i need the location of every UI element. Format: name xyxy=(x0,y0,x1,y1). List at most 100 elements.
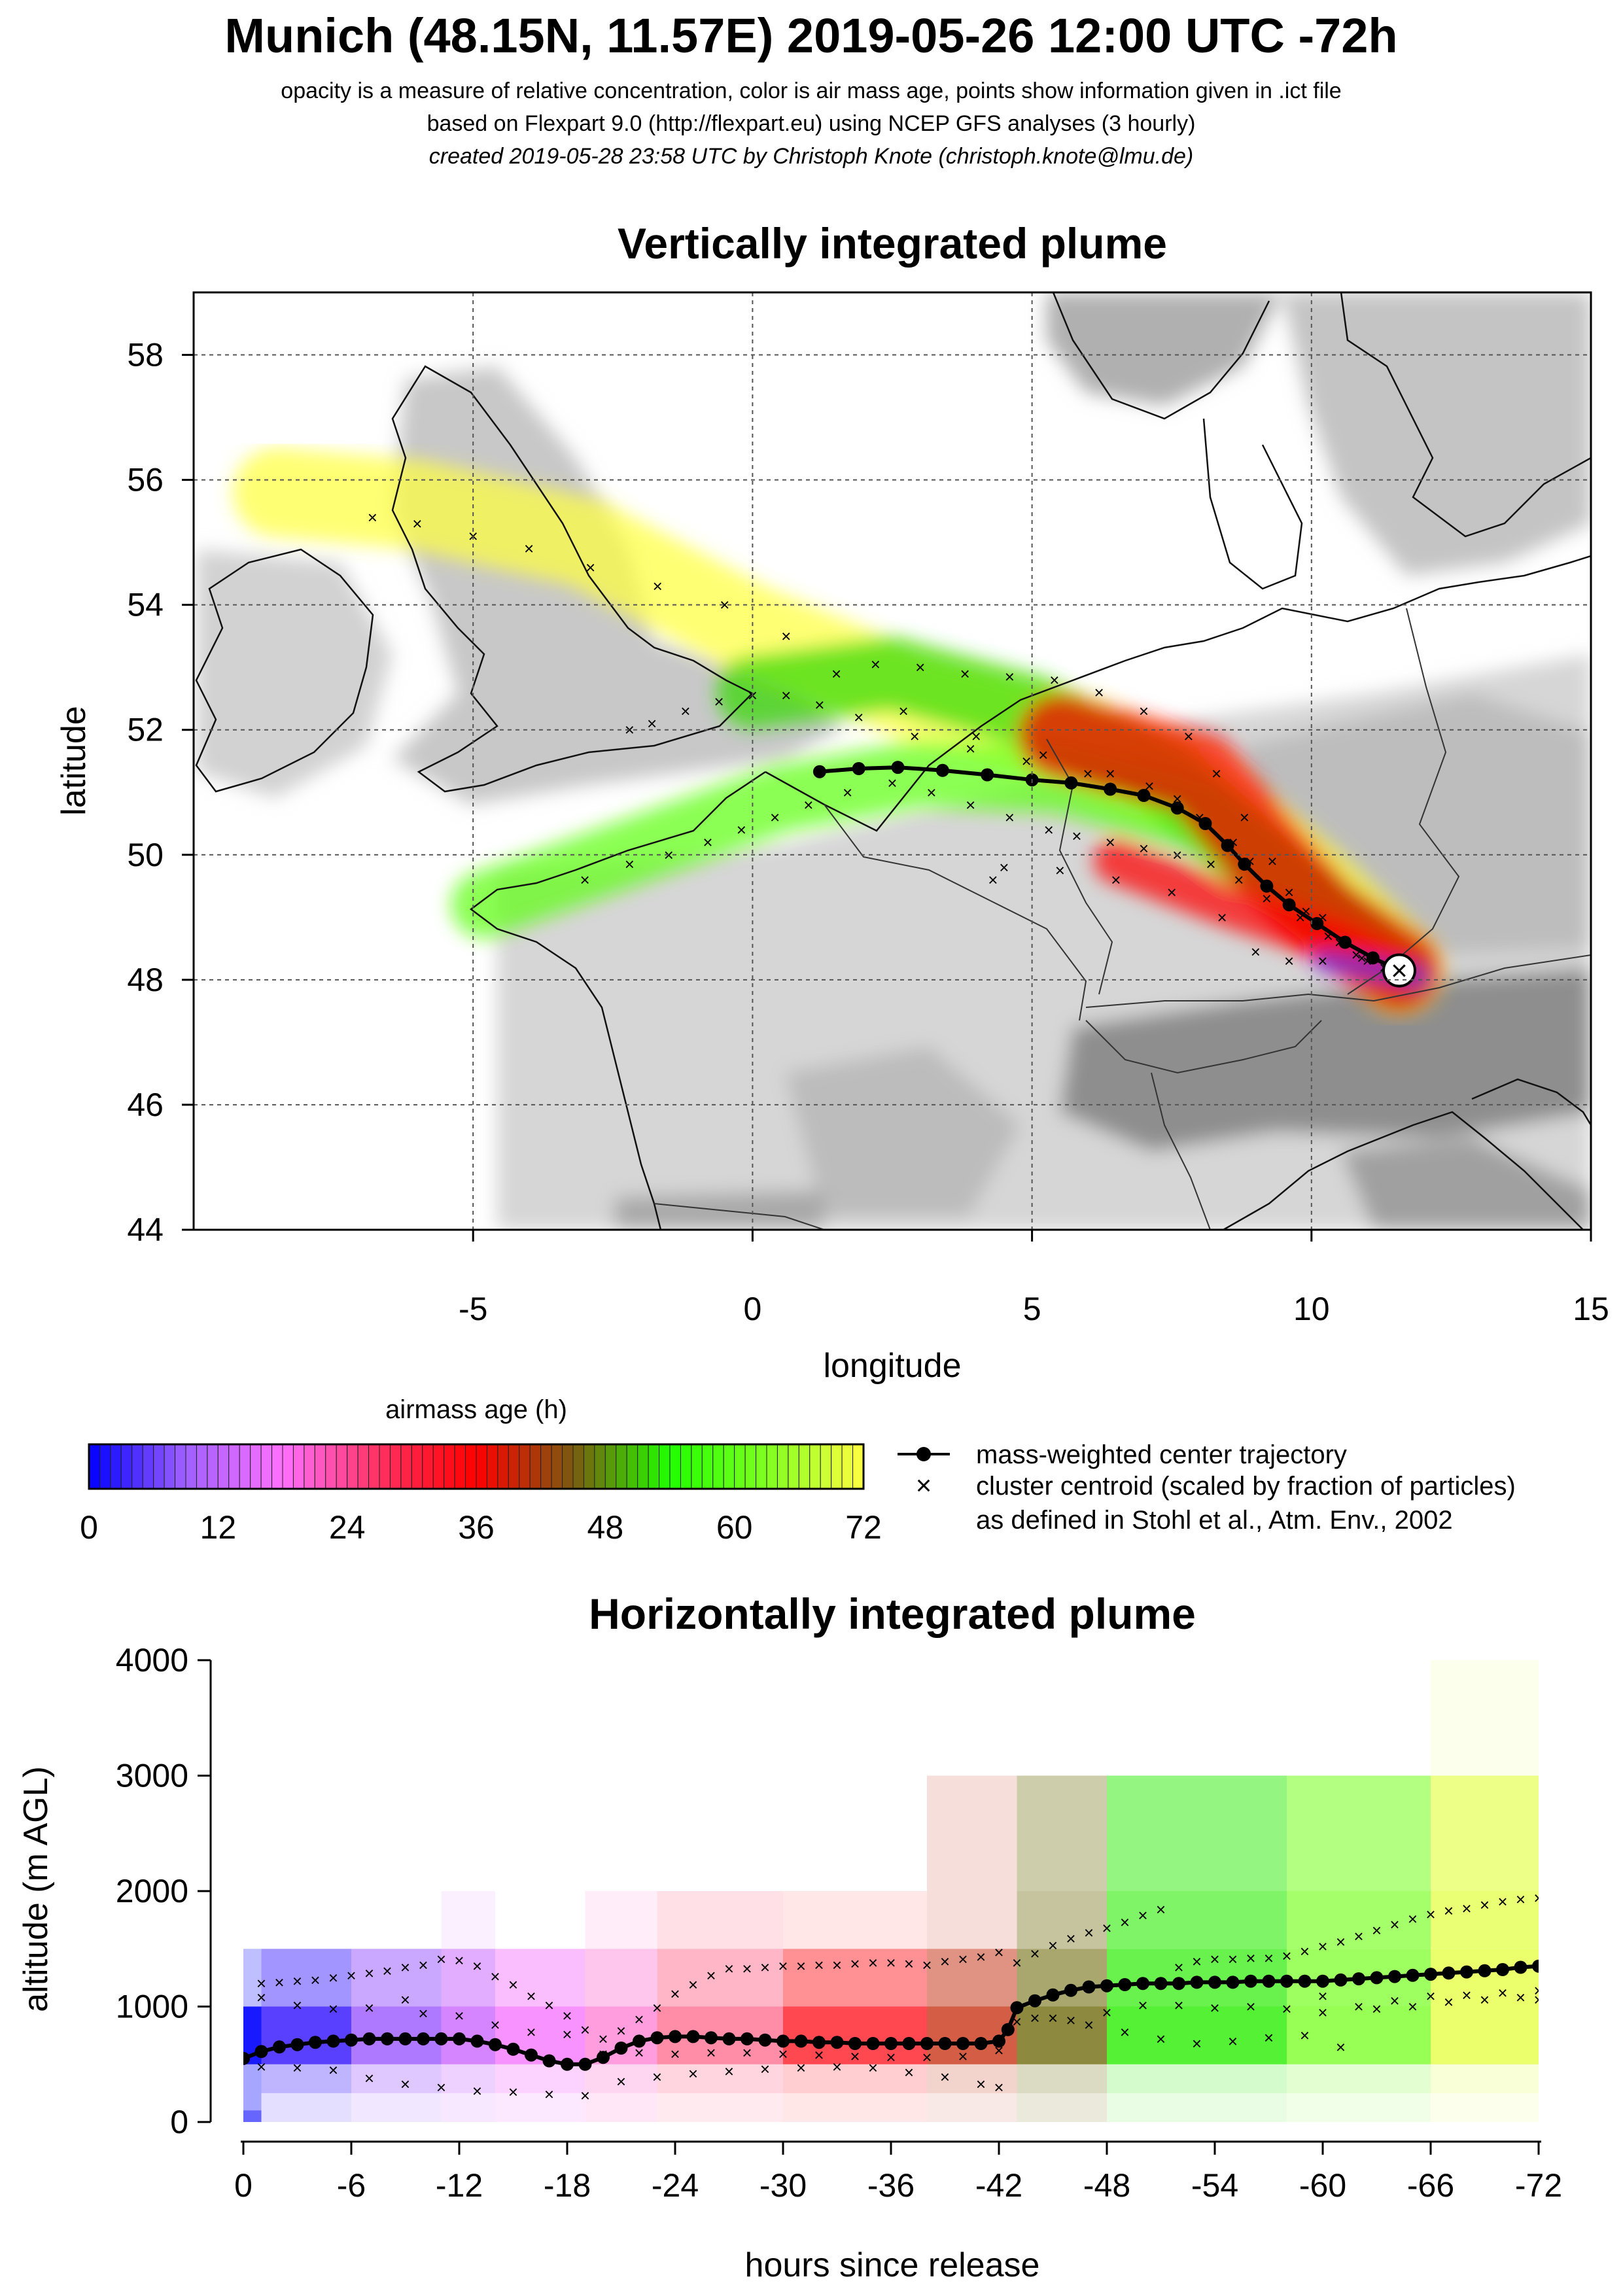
profile-center-point-35 xyxy=(866,2037,880,2050)
profile-cluster-lower-marker-11: × xyxy=(652,2067,662,2087)
map-cluster-4-marker-9: × xyxy=(781,626,791,646)
profile-cluster-upper-marker-31: × xyxy=(796,1957,806,1976)
coastline-denmark xyxy=(1202,418,1303,590)
profile-cell-12-2 xyxy=(1431,2006,1539,2064)
profile-center-point-59 xyxy=(1280,1974,1293,1988)
profile-cell-11-4 xyxy=(1287,1891,1431,1949)
map-center-trajectory-point-4 xyxy=(1282,898,1296,912)
colorbar-bin-29 xyxy=(400,1444,412,1489)
map-center-trajectory-point-11 xyxy=(1104,782,1117,796)
colorbar-bin-30 xyxy=(411,1444,423,1489)
profile-center-point-41 xyxy=(974,2037,988,2050)
profile-center-point-60 xyxy=(1298,1974,1312,1988)
colorbar-bin-13 xyxy=(228,1444,240,1489)
map-cluster-5-marker-7: × xyxy=(999,858,1009,877)
profile-cluster-upper-marker-2: × xyxy=(274,1972,284,1992)
profile-center-point-70 xyxy=(1478,1964,1492,1977)
profile-cell-9-5 xyxy=(1017,1775,1107,1891)
profile-center-point-24 xyxy=(669,2030,682,2044)
profile-cluster-middle-marker-4: × xyxy=(400,1990,410,2009)
profile-cluster-upper-marker-21: × xyxy=(616,2021,626,2041)
profile-cluster-lower-marker-19: × xyxy=(940,2067,950,2087)
profile-cluster-middle-marker-14: × xyxy=(742,2043,752,2062)
map-trajectories: ××××××××××××××××××××××××××××××××××××××××… xyxy=(368,508,1416,988)
profile-center-point-57 xyxy=(1244,1974,1257,1988)
colorbar-bin-46 xyxy=(583,1444,595,1489)
profile-cluster-lower-marker-21: × xyxy=(994,2078,1003,2097)
colorbar-bin-58 xyxy=(712,1444,724,1489)
profile-ytick-label-0: 0 xyxy=(170,2104,188,2140)
profile-cluster-upper-marker-56: × xyxy=(1246,1948,1255,1968)
profile-center-point-15 xyxy=(506,2042,520,2056)
profile-cluster-upper-marker-25: × xyxy=(688,1975,698,1994)
colorbar: 0 12 24 36 48 60 72 xyxy=(80,1443,882,1546)
profile-cell-7-0 xyxy=(783,2093,927,2122)
profile-cluster-lower-marker-31: × xyxy=(1318,1987,1327,2006)
profile-xtick-label-10: -60 xyxy=(1299,2167,1346,2204)
coastline-continent-north xyxy=(765,555,1591,832)
profile-cluster-middle-marker-20: × xyxy=(958,2046,968,2066)
profile-center-point-7 xyxy=(362,2032,376,2045)
map-cluster-4-marker-1: × xyxy=(1284,882,1294,902)
map-center-trajectory-point-5 xyxy=(1260,879,1274,893)
colorbar-title: airmass age (h) xyxy=(385,1395,567,1424)
profile-ytick-label-2: 2000 xyxy=(116,1873,188,1909)
colorbar-bin-52 xyxy=(648,1444,660,1489)
profile-cluster-middle-marker-23: × xyxy=(1066,2011,1075,2030)
profile-cluster-upper-marker-57: × xyxy=(1264,1948,1274,1968)
profile-cluster-middle-marker-3: × xyxy=(364,1998,374,2017)
profile-cluster-middle-marker-34: × xyxy=(1461,1985,1471,2005)
profile-center-point-66 xyxy=(1406,1968,1420,1982)
coastline-italy xyxy=(1223,1111,1584,1230)
colorbar-bin-24 xyxy=(347,1444,358,1489)
map-cluster-1-marker-21: × xyxy=(664,845,674,865)
map-center-trajectory-point-10 xyxy=(1137,789,1151,802)
profile-cluster-upper-marker-4: × xyxy=(310,1970,320,1990)
profile-cell-9-4 xyxy=(1017,1891,1107,1949)
profile-center-point-58 xyxy=(1262,1974,1276,1988)
map-cluster-3-marker-7: × xyxy=(966,739,975,758)
profile-cluster-lower-marker-27: × xyxy=(1192,2034,1202,2053)
map-cluster-3-marker-6: × xyxy=(1022,752,1032,771)
colorbar-bin-43 xyxy=(551,1444,563,1489)
profile-cell-8-1 xyxy=(927,2064,1017,2093)
map-cluster-4-marker-4: × xyxy=(1106,764,1115,784)
profile-center-point-17 xyxy=(542,2054,556,2068)
profile-center-point-44 xyxy=(1010,2001,1024,2015)
colorbar-bin-69 xyxy=(831,1444,843,1489)
colorbar-frame xyxy=(88,1443,865,1490)
profile-cluster-middle-marker-13: × xyxy=(706,2043,716,2062)
profile-center-point-38 xyxy=(920,2037,934,2050)
profile-xtick-label-7: -42 xyxy=(975,2167,1022,2204)
map-cluster-1-marker-10: × xyxy=(1072,826,1081,846)
colorbar-bin-37 xyxy=(486,1444,498,1489)
profile-center-point-73 xyxy=(1532,1959,1539,1973)
profile-cluster-upper-marker-42: × xyxy=(994,1943,1003,1962)
profile-cluster-middle-marker-22: × xyxy=(1030,2008,1039,2028)
profile-cell-8-0 xyxy=(927,2093,1017,2122)
profile-cell-5-0 xyxy=(585,2093,657,2122)
map-cluster-5-marker-4: × xyxy=(1167,882,1177,902)
profile-center-point-14 xyxy=(489,2038,502,2051)
profile-cluster-upper-marker-59: × xyxy=(1300,1941,1310,1961)
profile-cluster-upper-marker-55: × xyxy=(1228,1949,1238,1969)
colorbar-bin-47 xyxy=(594,1444,606,1489)
profile-cluster-upper-marker-68: × xyxy=(1461,1899,1471,1919)
profile-cluster-lower-marker-25: × xyxy=(1120,2022,1130,2042)
map-cluster-5-marker-0: × xyxy=(1318,951,1327,971)
profile-cluster-middle-marker-19: × xyxy=(922,2047,932,2067)
profile-cluster-middle-marker-16: × xyxy=(814,2045,824,2065)
map-ytick-label-3: 50 xyxy=(127,837,164,873)
terrain-scandinavia xyxy=(1282,292,1591,576)
colorbar-bin-32 xyxy=(432,1444,445,1489)
profile-cluster-upper-marker-38: × xyxy=(922,1955,932,1975)
map-cluster-3-marker-10: × xyxy=(814,695,824,715)
colorbar-bin-60 xyxy=(734,1444,746,1489)
map-cluster-1-marker-6: × xyxy=(1206,854,1215,874)
map-center-trajectory-point-3 xyxy=(1310,916,1324,930)
border-alps xyxy=(1085,954,1591,1008)
profile-center-point-27 xyxy=(722,2032,736,2045)
map-cluster-4-marker-16: × xyxy=(368,508,377,527)
map-cluster-2-marker-8: × xyxy=(1049,670,1059,689)
map-center-trajectory-point-17 xyxy=(852,762,865,775)
